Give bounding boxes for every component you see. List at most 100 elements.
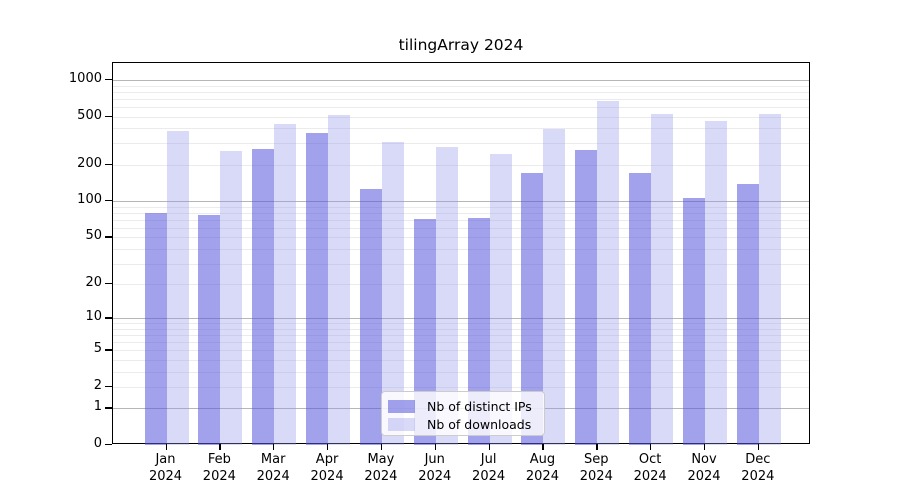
legend-swatch-downloads (388, 417, 415, 431)
bar-nb-of-distinct-ips-sep-2024 (575, 150, 598, 445)
gridline-1000 (113, 79, 809, 81)
bar-nb-of-distinct-ips-mar-2024 (252, 149, 275, 445)
gridline-80 (113, 212, 809, 214)
x-tick-label-nov-2024: Nov 2024 (687, 452, 721, 484)
x-tick-label-jul-2024: Jul 2024 (472, 452, 506, 484)
gridline-6 (113, 342, 809, 344)
x-tick-mark-dec-2024 (757, 444, 760, 450)
chart-title: tilingArray 2024 (398, 36, 524, 54)
gridline-9 (113, 323, 809, 325)
gridline-600 (113, 106, 809, 108)
x-tick-label-oct-2024: Oct 2024 (633, 452, 667, 484)
bar-nb-of-distinct-ips-nov-2024 (683, 198, 705, 445)
bar-nb-of-distinct-ips-feb-2024 (198, 214, 221, 445)
y-tick-label-100: 100 (77, 192, 102, 208)
y-tick-mark-1000 (105, 78, 112, 81)
x-tick-label-apr-2024: Apr 2024 (310, 452, 344, 484)
gridline-4 (113, 359, 809, 361)
y-tick-label-50: 50 (85, 228, 102, 244)
gridline-60 (113, 227, 809, 229)
y-tick-label-5: 5 (93, 341, 102, 357)
bar-nb-of-distinct-ips-apr-2024 (306, 133, 329, 445)
y-tick-label-10: 10 (85, 309, 102, 325)
gridline-90 (113, 206, 809, 208)
legend: Nb of distinct IPs Nb of downloads (381, 391, 545, 436)
x-tick-label-jun-2024: Jun 2024 (418, 452, 452, 484)
y-tick-mark-20 (105, 283, 112, 285)
y-tick-mark-10 (105, 317, 112, 319)
y-tick-label-1: 1 (93, 399, 102, 415)
x-tick-mark-jul-2024 (488, 444, 490, 450)
x-tick-label-sep-2024: Sep 2024 (579, 452, 613, 484)
x-tick-label-aug-2024: Aug 2024 (525, 452, 559, 484)
bar-nb-of-distinct-ips-jan-2024 (144, 212, 167, 445)
x-tick-label-feb-2024: Feb 2024 (202, 452, 236, 484)
x-tick-mark-oct-2024 (650, 444, 652, 450)
x-tick-mark-sep-2024 (596, 444, 598, 450)
y-tick-mark-500 (105, 115, 112, 117)
gridline-5 (113, 350, 809, 352)
bar-nb-of-downloads-dec-2024 (758, 113, 781, 445)
bar-nb-of-distinct-ips-aug-2024 (521, 173, 544, 445)
bar-nb-of-downloads-feb-2024 (220, 151, 243, 445)
bar-nb-of-downloads-mar-2024 (274, 123, 297, 445)
x-tick-label-mar-2024: Mar 2024 (256, 452, 290, 484)
x-tick-label-dec-2024: Dec 2024 (741, 452, 775, 484)
gridline-800 (113, 91, 809, 93)
bar-nb-of-downloads-apr-2024 (328, 115, 351, 445)
x-tick-mark-feb-2024 (219, 444, 221, 450)
plot-area: Nb of distinct IPs Nb of downloads (112, 62, 810, 445)
gridline-200 (113, 164, 809, 166)
y-tick-mark-0 (105, 444, 112, 446)
bar-nb-of-distinct-ips-may-2024 (359, 189, 382, 445)
y-tick-label-2: 2 (93, 377, 102, 393)
bar-nb-of-downloads-jul-2024 (489, 153, 512, 445)
gridline-50 (113, 237, 809, 239)
gridline-40 (113, 248, 809, 250)
bar-nb-of-downloads-jan-2024 (166, 131, 189, 445)
y-tick-mark-2 (105, 385, 112, 388)
x-tick-label-may-2024: May 2024 (364, 452, 398, 484)
gridline-70 (113, 219, 809, 221)
y-tick-mark-200 (105, 163, 112, 166)
y-tick-mark-5 (105, 349, 112, 351)
bar-nb-of-downloads-may-2024 (381, 141, 404, 445)
legend-swatch-distinct-ips (388, 399, 415, 413)
gridline-7 (113, 335, 809, 337)
legend-label-distinct-ips: Nb of distinct IPs (427, 398, 532, 414)
y-tick-label-1000: 1000 (68, 70, 102, 86)
x-tick-mark-apr-2024 (327, 444, 329, 450)
x-tick-mark-mar-2024 (273, 444, 275, 450)
x-tick-mark-nov-2024 (704, 444, 706, 450)
y-tick-label-0: 0 (93, 436, 102, 451)
bar-nb-of-distinct-ips-jun-2024 (413, 219, 436, 445)
y-tick-mark-1 (105, 407, 112, 409)
bar-nb-of-downloads-nov-2024 (705, 120, 727, 445)
bar-nb-of-distinct-ips-jul-2024 (467, 217, 490, 445)
gridline-300 (113, 143, 809, 145)
y-tick-label-500: 500 (77, 107, 102, 123)
gridline-10 (113, 318, 809, 320)
gridline-30 (113, 263, 809, 265)
gridline-400 (113, 128, 809, 130)
bar-nb-of-distinct-ips-oct-2024 (629, 173, 652, 445)
gridline-8 (113, 328, 809, 330)
gridline-100 (113, 201, 809, 203)
x-tick-label-jan-2024: Jan 2024 (148, 452, 183, 484)
y-tick-label-200: 200 (77, 155, 102, 171)
gridline-500 (113, 116, 809, 118)
gridline-2 (113, 386, 809, 388)
legend-label-downloads: Nb of downloads (427, 416, 532, 432)
x-tick-mark-jan-2024 (165, 444, 167, 450)
gridline-3 (113, 371, 809, 373)
y-tick-label-20: 20 (85, 275, 102, 291)
x-tick-mark-aug-2024 (542, 444, 544, 450)
bar-nb-of-downloads-oct-2024 (651, 113, 674, 445)
bar-nb-of-downloads-aug-2024 (543, 128, 566, 445)
y-tick-mark-100 (105, 200, 112, 202)
legend-item-distinct-ips: Nb of distinct IPs (388, 397, 536, 415)
x-tick-mark-may-2024 (380, 444, 383, 450)
legend-item-downloads: Nb of downloads (388, 415, 536, 433)
bar-nb-of-downloads-jun-2024 (435, 146, 458, 445)
